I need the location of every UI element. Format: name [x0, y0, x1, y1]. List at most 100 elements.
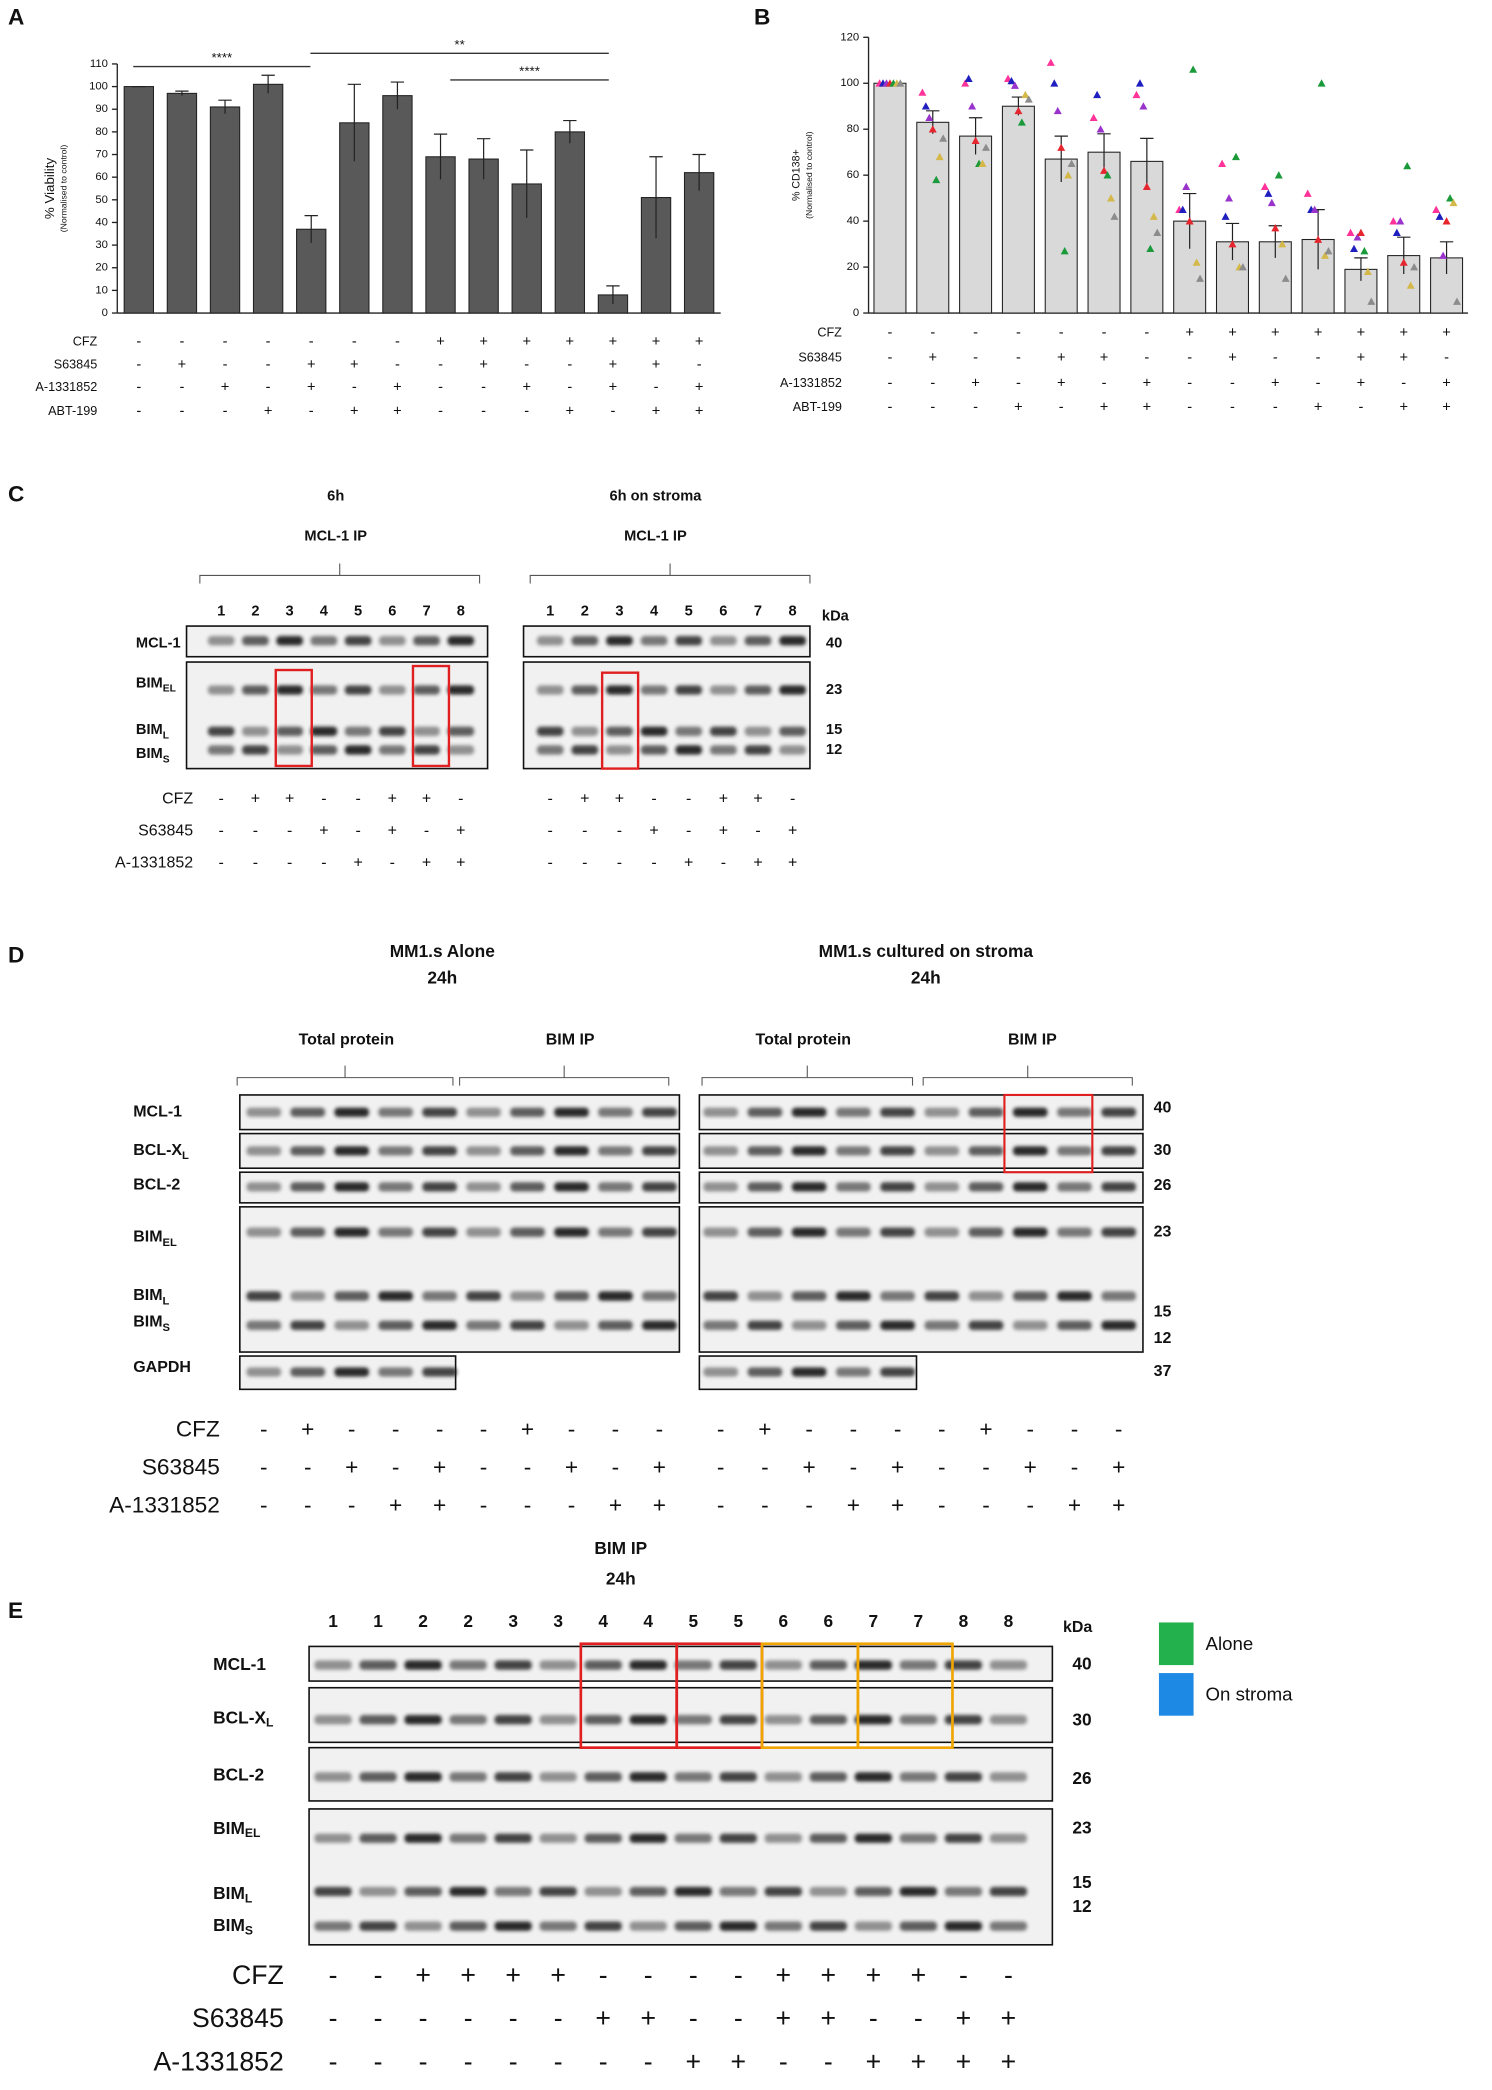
band: [571, 726, 599, 736]
band: [290, 1320, 326, 1331]
group-ip: MCL-1 IP: [624, 529, 687, 545]
band: [378, 1227, 413, 1237]
condition-sign: +: [1271, 376, 1280, 392]
band: [598, 1182, 633, 1192]
y-tick-label: 120: [840, 31, 859, 43]
bracket: [199, 563, 481, 584]
condition-label: A-1331852: [35, 380, 97, 394]
lane-number: 6: [388, 603, 396, 619]
band: [836, 1107, 871, 1117]
condition-sign: -: [1273, 350, 1278, 366]
error-bar: [261, 74, 275, 94]
data-point: [1178, 205, 1187, 213]
panel-time: 24h: [606, 1568, 636, 1588]
band: [924, 1107, 960, 1117]
condition-sign: +: [350, 403, 359, 419]
condition-sign: +: [1442, 376, 1451, 392]
band: [747, 1182, 783, 1192]
band: [674, 1772, 712, 1782]
section-label: BIM IP: [1008, 1032, 1057, 1049]
data-point: [1317, 79, 1326, 87]
condition-sign: -: [654, 380, 659, 396]
band: [703, 1146, 739, 1156]
treatment-sign: -: [253, 822, 258, 839]
condition-sign: +: [1399, 350, 1408, 366]
treatment-sign: -: [1026, 1493, 1034, 1518]
band: [809, 1886, 847, 1897]
treatment-sign: -: [260, 1417, 268, 1442]
treatment-sign: +: [788, 822, 797, 839]
band: [640, 636, 668, 646]
treatment-sign: -: [914, 2003, 923, 2033]
band: [207, 685, 235, 695]
treatment-sign: +: [353, 854, 362, 871]
treatment-sign: -: [355, 822, 360, 839]
condition-sign: -: [438, 403, 443, 419]
band: [791, 1182, 827, 1192]
condition-sign: +: [307, 357, 316, 373]
band: [290, 1367, 326, 1377]
row-label-main: MCL-1: [136, 635, 181, 651]
band: [1012, 1146, 1048, 1156]
band: [674, 1921, 712, 1931]
data-point: [1014, 106, 1023, 115]
treatment-sign: -: [982, 1455, 990, 1480]
row-label-sub: S: [163, 754, 170, 765]
y-axis-label: % CD138+: [790, 149, 802, 201]
band: [246, 1107, 282, 1117]
treatment-sign: +: [891, 1493, 904, 1518]
condition-label: ABT-199: [793, 400, 842, 414]
data-point: [1064, 171, 1073, 179]
data-point: [1182, 182, 1191, 190]
lane-number: 5: [733, 1611, 743, 1631]
data-point: [1007, 76, 1016, 85]
band: [968, 1107, 1004, 1117]
row-label-main: GAPDH: [133, 1359, 191, 1376]
condition-sign: -: [266, 380, 271, 396]
band: [719, 1886, 757, 1897]
treatment-sign: -: [850, 1417, 858, 1442]
data-point: [1135, 79, 1144, 87]
band: [968, 1146, 1004, 1156]
treatment-sign: +: [550, 1960, 566, 1990]
condition-sign: -: [930, 376, 935, 392]
band: [246, 1291, 282, 1301]
bracket: [922, 1065, 1133, 1086]
treatment-sign: -: [348, 1417, 356, 1442]
band: [334, 1227, 370, 1237]
treatment-sign: -: [717, 1455, 725, 1480]
treatment-sign: +: [956, 2046, 972, 2076]
treatment-sign: +: [956, 2003, 972, 2033]
lane-number: 3: [508, 1611, 518, 1631]
data-point: [1067, 159, 1076, 168]
band: [571, 685, 599, 695]
data-point: [1396, 217, 1405, 225]
row-label: MCL-1: [213, 1654, 266, 1674]
condition-sign: +: [695, 334, 704, 350]
band: [629, 1715, 667, 1725]
band: [404, 1886, 442, 1897]
data-point: [1446, 194, 1455, 202]
band: [598, 1320, 633, 1331]
treatment-sign: -: [790, 790, 795, 807]
treatment-sign: -: [548, 790, 553, 807]
treatment-sign: -: [374, 1960, 383, 1990]
band: [836, 1227, 871, 1237]
band: [539, 1921, 577, 1931]
band: [629, 1833, 667, 1843]
band: [466, 1146, 501, 1156]
band: [747, 1146, 783, 1156]
bracket: [701, 1065, 914, 1086]
condition-sign: +: [566, 403, 575, 419]
frame: [274, 668, 313, 768]
treatment-sign: +: [649, 822, 658, 839]
band: [809, 1833, 847, 1843]
bracket: [236, 1065, 454, 1086]
treatment-sign: +: [285, 790, 294, 807]
condition-label: S63845: [798, 351, 842, 365]
band: [449, 1660, 487, 1670]
treatment-label: S63845: [138, 822, 193, 839]
row-label-main: BIM: [133, 1314, 162, 1331]
y-tick-label: 40: [847, 215, 860, 227]
treatment-sign: -: [1071, 1417, 1079, 1442]
